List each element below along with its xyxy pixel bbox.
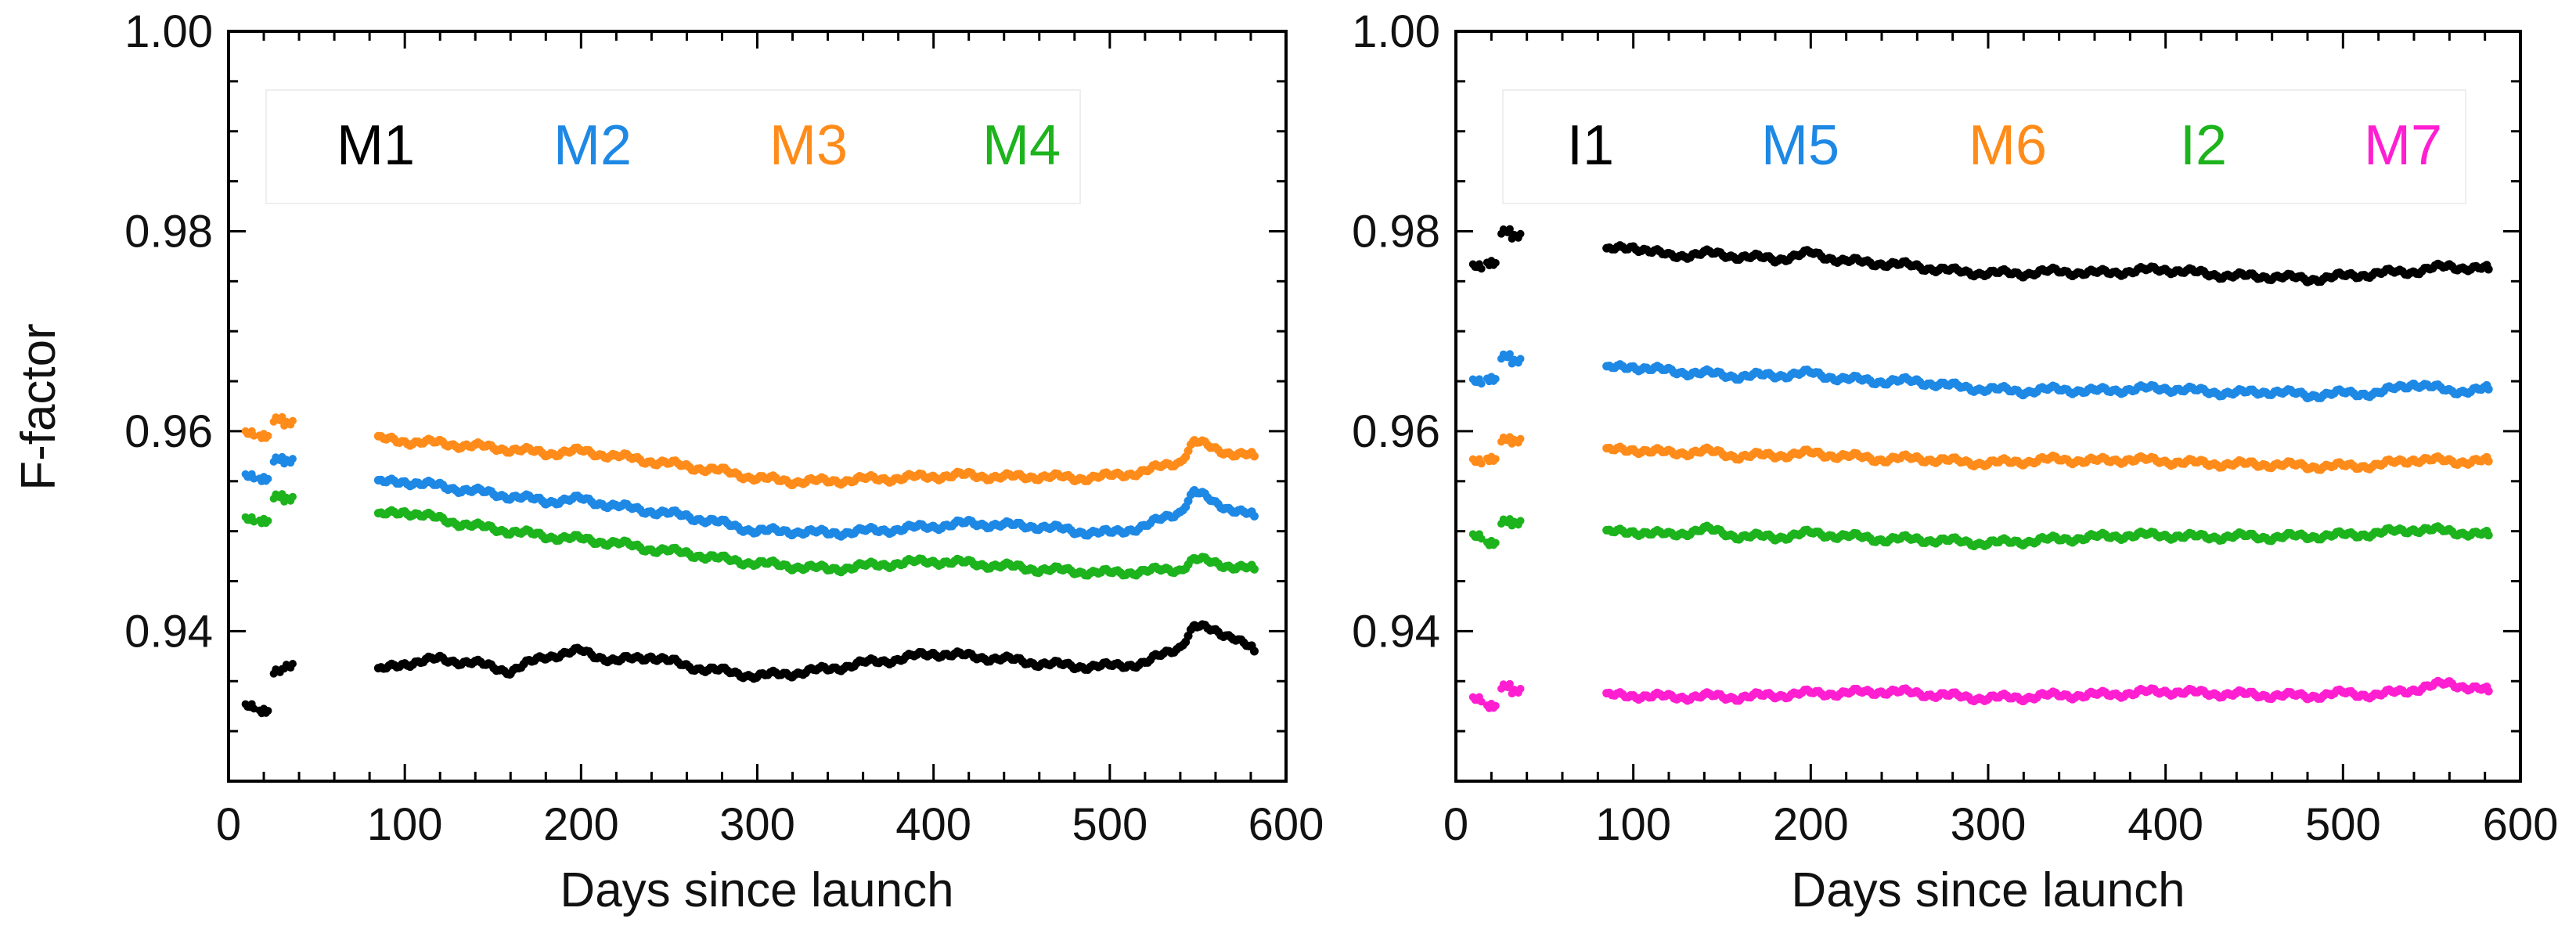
x-tick-label: 500 xyxy=(2305,799,2381,850)
x-tick-label: 600 xyxy=(2483,799,2559,850)
legend-entry-m3: M3 xyxy=(769,114,848,177)
x-tick-label: 300 xyxy=(719,799,795,850)
series-m5 xyxy=(1468,350,2493,402)
data-point xyxy=(264,707,272,715)
y-tick-label: 1.00 xyxy=(124,6,213,57)
legend-entry-m1: M1 xyxy=(337,114,415,177)
y-tick-label: 0.94 xyxy=(1352,606,1440,657)
x-tick-label: 100 xyxy=(367,799,443,850)
legend-entry-m2: M2 xyxy=(553,114,632,177)
data-point xyxy=(2484,265,2493,274)
data-point xyxy=(2484,531,2493,540)
y-tick-label: 0.96 xyxy=(1352,406,1440,457)
data-point xyxy=(1477,265,1486,273)
y-tick-label: 1.00 xyxy=(1352,6,1440,57)
data-point xyxy=(288,455,297,463)
data-point xyxy=(1249,452,1259,461)
data-point xyxy=(1491,258,1500,267)
series-i2 xyxy=(1468,515,2493,551)
data-point xyxy=(1516,517,1525,525)
y-tick-label: 0.98 xyxy=(124,206,213,257)
data-point xyxy=(1249,512,1259,521)
data-point xyxy=(1491,375,1500,384)
legend-box xyxy=(265,89,1081,204)
y-tick-label: 0.94 xyxy=(124,606,213,657)
data-point xyxy=(2484,686,2493,696)
data-point xyxy=(1249,647,1259,656)
legend-entry-m7: M7 xyxy=(2364,114,2442,177)
data-point xyxy=(288,660,297,668)
legend-entry-m6: M6 xyxy=(1969,114,2047,177)
data-point xyxy=(264,474,272,483)
series-i1 xyxy=(1468,225,2493,286)
x-tick-label: 0 xyxy=(216,799,241,850)
data-point xyxy=(1516,229,1525,238)
series-m6 xyxy=(1468,433,2493,474)
legend-entry-i2: I2 xyxy=(2180,114,2227,177)
left-ylabel: F-factor xyxy=(12,323,66,491)
legend-box xyxy=(1502,89,2466,204)
data-point xyxy=(250,474,258,483)
x-tick-label: 200 xyxy=(1773,799,1849,850)
data-point xyxy=(1505,350,1514,358)
data-point xyxy=(1477,697,1486,706)
data-point xyxy=(1516,684,1525,693)
data-point xyxy=(288,492,297,501)
data-point xyxy=(1491,701,1500,710)
data-point xyxy=(1477,459,1486,468)
right-xlabel: Days since launch xyxy=(1791,863,2185,917)
x-tick-label: 200 xyxy=(543,799,619,850)
data-point xyxy=(250,431,258,440)
x-tick-label: 500 xyxy=(1072,799,1147,850)
data-point xyxy=(1516,434,1525,443)
data-point xyxy=(1505,679,1514,688)
legend-entry-m5: M5 xyxy=(1761,114,1839,177)
data-point xyxy=(2484,384,2493,394)
x-tick-label: 400 xyxy=(895,799,971,850)
left-chart-panel: 0 100 200 300 400 500 600 0.94 0.96 0.98 1.00 M1 M2 M… xyxy=(124,6,1324,850)
data-point xyxy=(264,517,272,525)
series-m1 xyxy=(241,620,1259,718)
data-point xyxy=(1491,455,1500,463)
data-point xyxy=(1505,225,1514,233)
x-tick-label: 100 xyxy=(1595,799,1671,850)
x-tick-label: 0 xyxy=(1443,799,1468,850)
series-m7 xyxy=(1468,676,2493,712)
legend-entry-i1: I1 xyxy=(1567,114,1614,177)
data-point xyxy=(1477,380,1486,388)
data-point xyxy=(1249,564,1259,574)
data-point xyxy=(288,416,297,425)
data-point xyxy=(2484,456,2493,466)
series-m3 xyxy=(241,412,1259,490)
data-point xyxy=(1516,355,1525,363)
x-tick-label: 400 xyxy=(2127,799,2203,850)
x-tick-label: 600 xyxy=(1248,799,1324,850)
data-point xyxy=(1477,535,1486,543)
y-tick-label: 0.98 xyxy=(1352,206,1440,257)
right-chart-panel: 0 100 200 300 400 500 600 0.94 0.96 0.98 1.00 I1 M5 M… xyxy=(1352,6,2558,850)
left-xlabel: Days since launch xyxy=(560,863,953,917)
data-point xyxy=(264,431,272,440)
legend-entry-m4: M4 xyxy=(982,114,1061,177)
series-m4 xyxy=(241,490,1259,580)
x-tick-label: 300 xyxy=(1951,799,2027,850)
data-point xyxy=(1491,539,1500,547)
series-m2 xyxy=(241,452,1259,541)
y-tick-label: 0.96 xyxy=(124,406,213,457)
